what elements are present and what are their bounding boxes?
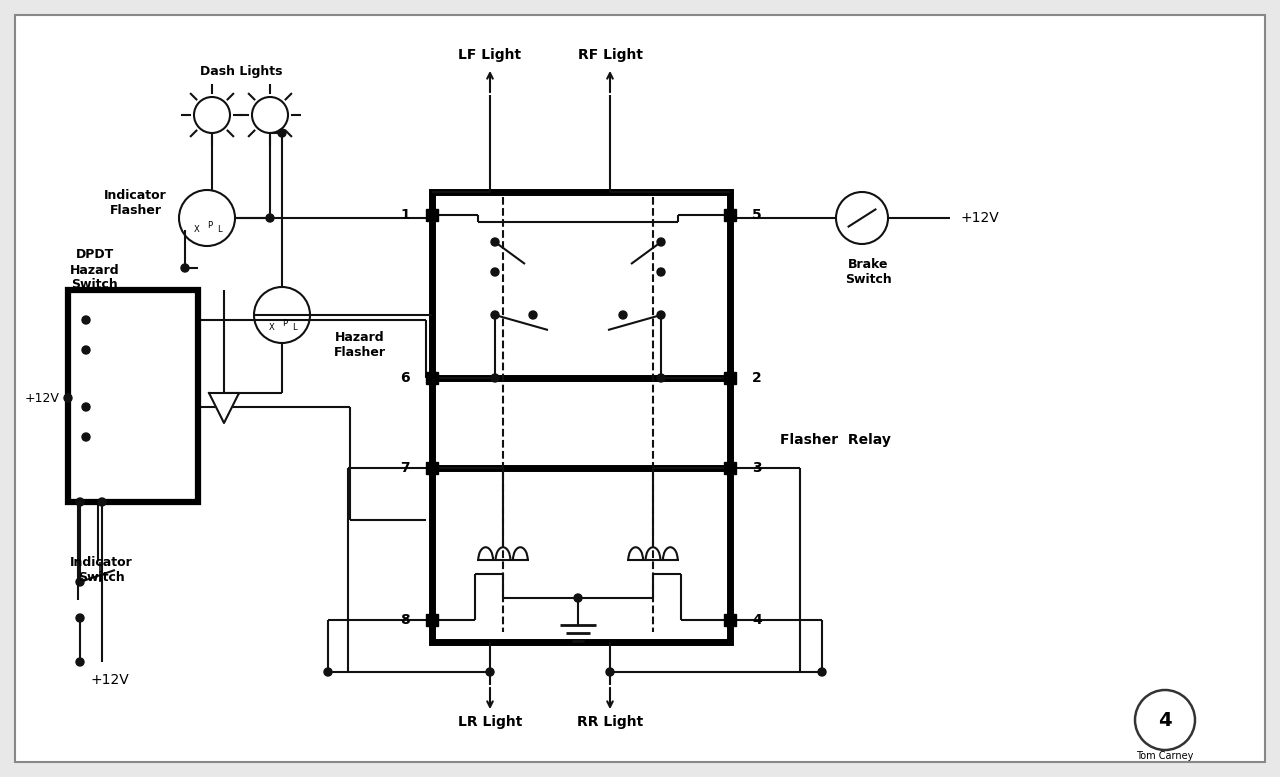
Circle shape	[180, 264, 189, 272]
Text: 8: 8	[401, 613, 410, 627]
Text: Dash Lights: Dash Lights	[200, 65, 283, 78]
Circle shape	[492, 238, 499, 246]
Circle shape	[657, 268, 666, 276]
Circle shape	[573, 594, 582, 602]
Text: L: L	[292, 322, 296, 332]
Circle shape	[620, 311, 627, 319]
Circle shape	[492, 311, 499, 319]
Text: P: P	[207, 221, 212, 231]
Text: +12V: +12V	[90, 673, 129, 687]
Bar	[68, 290, 198, 502]
Text: 4: 4	[1158, 710, 1171, 730]
Circle shape	[82, 316, 90, 324]
Circle shape	[726, 214, 733, 222]
Circle shape	[492, 268, 499, 276]
Text: LR Light: LR Light	[458, 715, 522, 729]
Text: 7: 7	[401, 461, 410, 475]
Circle shape	[657, 238, 666, 246]
Text: 4: 4	[753, 613, 762, 627]
Circle shape	[266, 214, 274, 222]
Text: Brake
Switch: Brake Switch	[845, 258, 891, 286]
Circle shape	[278, 129, 285, 137]
Circle shape	[82, 346, 90, 354]
Circle shape	[492, 374, 499, 382]
Circle shape	[324, 668, 332, 676]
Text: P: P	[283, 319, 288, 327]
Polygon shape	[209, 393, 239, 423]
Circle shape	[657, 374, 666, 382]
Text: Flasher  Relay: Flasher Relay	[780, 433, 891, 447]
Bar	[426, 372, 438, 384]
Circle shape	[76, 658, 84, 666]
Circle shape	[82, 433, 90, 441]
Circle shape	[76, 498, 84, 506]
Bar	[433, 192, 730, 378]
Text: 5: 5	[753, 208, 762, 222]
Bar	[724, 209, 736, 221]
Text: 3: 3	[753, 461, 762, 475]
Bar	[724, 372, 736, 384]
Text: +12V: +12V	[26, 392, 60, 405]
Bar	[433, 468, 730, 642]
Circle shape	[64, 394, 72, 402]
Text: 1: 1	[401, 208, 410, 222]
Text: X: X	[195, 225, 200, 235]
Circle shape	[605, 668, 614, 676]
Circle shape	[486, 668, 494, 676]
Bar	[724, 462, 736, 474]
Text: RF Light: RF Light	[577, 48, 643, 62]
Bar	[426, 462, 438, 474]
Bar	[724, 614, 736, 626]
Bar	[426, 614, 438, 626]
Text: RR Light: RR Light	[577, 715, 643, 729]
Text: L: L	[216, 225, 221, 235]
Circle shape	[428, 214, 436, 222]
Circle shape	[82, 403, 90, 411]
Text: X: X	[269, 322, 275, 332]
Text: 2: 2	[753, 371, 762, 385]
Text: Indicator
Flasher: Indicator Flasher	[104, 189, 166, 217]
Text: Tom Carney: Tom Carney	[1137, 751, 1194, 761]
Circle shape	[818, 668, 826, 676]
Text: Hazard
Flasher: Hazard Flasher	[334, 331, 387, 359]
Text: Indicator
Switch: Indicator Switch	[70, 556, 133, 584]
Circle shape	[76, 614, 84, 622]
Text: 6: 6	[401, 371, 410, 385]
Circle shape	[657, 311, 666, 319]
Bar	[426, 209, 438, 221]
Circle shape	[99, 498, 106, 506]
Text: DPDT
Hazard
Switch: DPDT Hazard Switch	[70, 249, 119, 291]
Circle shape	[76, 578, 84, 586]
Text: +12V: +12V	[960, 211, 1000, 225]
Text: LF Light: LF Light	[458, 48, 521, 62]
Circle shape	[529, 311, 538, 319]
